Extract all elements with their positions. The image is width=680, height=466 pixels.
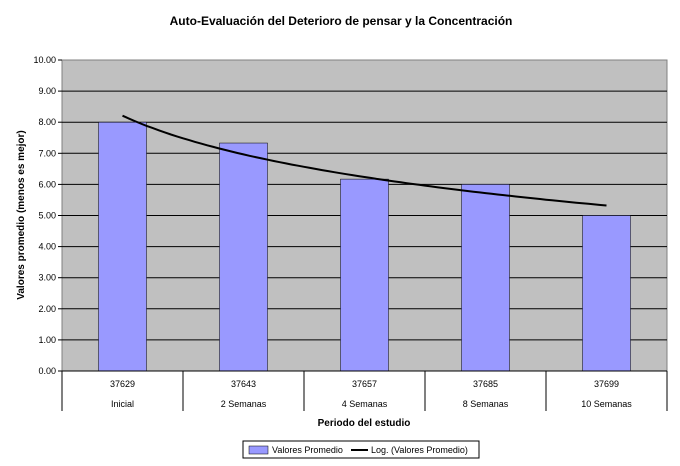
y-tick-label: 7.00 bbox=[38, 148, 56, 158]
y-tick-label: 5.00 bbox=[38, 211, 56, 221]
bar bbox=[340, 178, 389, 372]
x-tick-label: Inicial bbox=[111, 399, 134, 409]
y-tick-label: 1.00 bbox=[38, 335, 56, 345]
x-tick-label-code: 37699 bbox=[594, 379, 619, 389]
x-axis-label: Periodo del estudio bbox=[318, 418, 411, 429]
legend: Valores Promedio Log. (Valores Promedio) bbox=[242, 440, 480, 459]
x-tick-label-code: 37643 bbox=[231, 379, 256, 389]
x-tick-label: 8 Semanas bbox=[463, 399, 509, 409]
bar bbox=[219, 142, 268, 372]
y-axis-label: Valores promedio (menos es mejor) bbox=[16, 130, 27, 300]
chart-title: Auto-Evaluación del Deterioro de pensar … bbox=[170, 14, 513, 28]
x-tick-label: 2 Semanas bbox=[221, 399, 267, 409]
x-tick-label-code: 37685 bbox=[473, 379, 498, 389]
y-tick-label: 10.00 bbox=[33, 55, 56, 65]
trendline bbox=[122, 114, 607, 207]
bar bbox=[98, 121, 147, 372]
bar bbox=[582, 215, 631, 372]
legend-trend-label: Log. (Valores Promedio) bbox=[371, 445, 468, 455]
legend-bar-swatch bbox=[248, 445, 269, 455]
bars bbox=[98, 121, 631, 372]
y-tick-label: 4.00 bbox=[38, 242, 56, 252]
x-tick-label-code: 37629 bbox=[110, 379, 135, 389]
x-tick-label: 10 Semanas bbox=[581, 399, 632, 409]
bar bbox=[461, 184, 510, 372]
y-tick-label: 0.00 bbox=[38, 366, 56, 376]
x-tick-label: 4 Semanas bbox=[342, 399, 388, 409]
y-tick-label: 6.00 bbox=[38, 179, 56, 189]
y-tick-label: 2.00 bbox=[38, 304, 56, 314]
x-tick-label-code: 37657 bbox=[352, 379, 377, 389]
y-tick-label: 9.00 bbox=[38, 86, 56, 96]
y-tick-label: 3.00 bbox=[38, 273, 56, 283]
legend-bar-label: Valores Promedio bbox=[272, 445, 343, 455]
y-axis-ticks: 0.00 1.00 2.00 3.00 4.00 5.00 6.00 7.00 8.00 9.00… bbox=[33, 55, 62, 376]
y-tick-label: 8.00 bbox=[38, 117, 56, 127]
x-axis-categories: 37629 37643 37657 37685 37699 Inicial 2 Semana… bbox=[61, 370, 668, 411]
